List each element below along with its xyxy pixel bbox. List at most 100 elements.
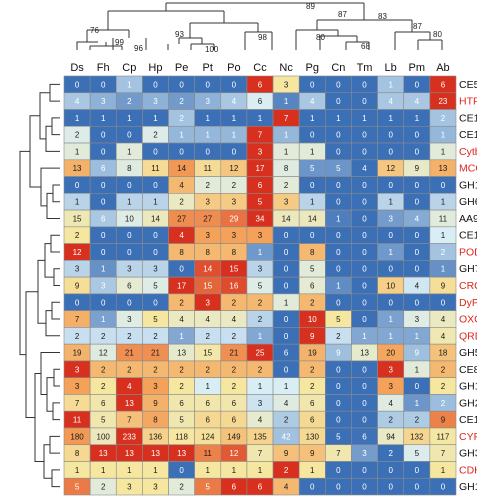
row-label: CYP450 [459,431,477,443]
cell-value: 1 [258,382,263,391]
cell-value: 2 [388,416,393,425]
cell-value: 13 [99,449,108,458]
cell-value: 6 [258,181,263,190]
cell-value: 6 [310,399,315,408]
cell-value: 0 [336,416,341,425]
row-label: GH3 [459,448,477,460]
cell-value: 4 [127,382,132,391]
support-label: 99 [115,38,124,47]
cell-value: 2 [336,332,341,341]
cell-value: 5 [153,315,158,324]
cell-value: 5 [415,449,420,458]
cell-value: 2 [258,298,263,307]
cell-value: 3 [127,315,132,324]
cell-value: 0 [388,298,393,307]
cell-value: 6 [362,432,367,441]
cell-value: 1 [206,382,211,391]
cell-value: 2 [127,97,132,106]
cell-value: 1 [310,198,315,207]
cell-value: 6 [206,416,211,425]
cell-value: 0 [415,231,420,240]
cell-value: 4 [284,483,289,492]
cell-value: 1 [310,114,315,123]
support-label: 93 [175,30,184,39]
cell-value: 2 [153,131,158,140]
cell-value: 0 [179,466,184,475]
cell-value: 0 [415,298,420,307]
cell-value: 0 [362,382,367,391]
cell-value: 0 [362,416,367,425]
row-label: GH11 [459,179,477,191]
cell-value: 11 [151,164,160,173]
cell-value: 2 [179,97,184,106]
cell-value: 23 [438,97,447,106]
dendrogram-branch [53,368,60,387]
cell-value: 1 [232,114,237,123]
cell-value: 15 [203,282,212,291]
cell-value: 1 [101,315,106,324]
cell-value: 9 [153,399,158,408]
cell-value: 1 [388,315,393,324]
cell-value: 4 [179,315,184,324]
cell-value: 3 [362,449,367,458]
cell-value: 0 [232,147,237,156]
cell-value: 0 [284,282,289,291]
cell-value: 0 [310,483,315,492]
cell-value: 13 [360,349,369,358]
cell-value: 0 [441,298,446,307]
cell-value: 1 [284,97,289,106]
cell-value: 6 [284,349,289,358]
cell-value: 3 [388,365,393,374]
cell-value: 2 [232,298,237,307]
cell-value: 2 [179,114,184,123]
cell-value: 7 [127,416,132,425]
cell-value: 4 [179,181,184,190]
cell-value: 8 [206,248,211,257]
cell-value: 135 [253,432,267,441]
cell-value: 2 [101,483,106,492]
cell-value: 2 [75,332,80,341]
cell-value: 15 [229,265,238,274]
cell-value: 2 [206,365,211,374]
cell-value: 0 [415,147,420,156]
cell-value: 0 [362,97,367,106]
column-label: Cc [253,62,267,74]
cell-value: 0 [284,231,289,240]
cell-value: 42 [282,432,291,441]
cell-value: 19 [73,349,82,358]
cell-value: 0 [75,181,80,190]
cell-value: 2 [179,483,184,492]
cell-value: 6 [232,399,237,408]
cell-value: 1 [206,466,211,475]
cell-value: 19 [308,349,317,358]
cell-value: 2 [127,365,132,374]
cell-value: 1 [127,114,132,123]
heatmap-cell [429,477,457,496]
cell-value: 1 [415,365,420,374]
cell-value: 12 [386,164,395,173]
cell-value: 0 [362,231,367,240]
dendrogram-branch [50,234,60,253]
cell-value: 3 [258,231,263,240]
cell-value: 12 [229,164,238,173]
cell-value: 9 [336,349,341,358]
cell-value: 1 [127,147,132,156]
column-label: Ds [70,62,84,74]
cell-value: 1 [388,198,393,207]
cell-value: 1 [75,114,80,123]
cell-value: 5 [336,164,341,173]
cell-value: 0 [101,80,106,89]
row-label: GH6 [459,196,477,208]
cell-value: 1 [415,114,420,123]
cell-value: 2 [388,449,393,458]
cell-value: 7 [284,114,289,123]
cell-value: 0 [388,181,393,190]
cell-value: 0 [153,147,158,156]
cell-value: 5 [206,483,211,492]
cell-value: 0 [310,80,315,89]
cell-value: 0 [75,80,80,89]
cell-value: 0 [336,231,341,240]
cell-value: 1 [415,332,420,341]
cell-value: 4 [284,399,289,408]
cell-value: 0 [388,466,393,475]
